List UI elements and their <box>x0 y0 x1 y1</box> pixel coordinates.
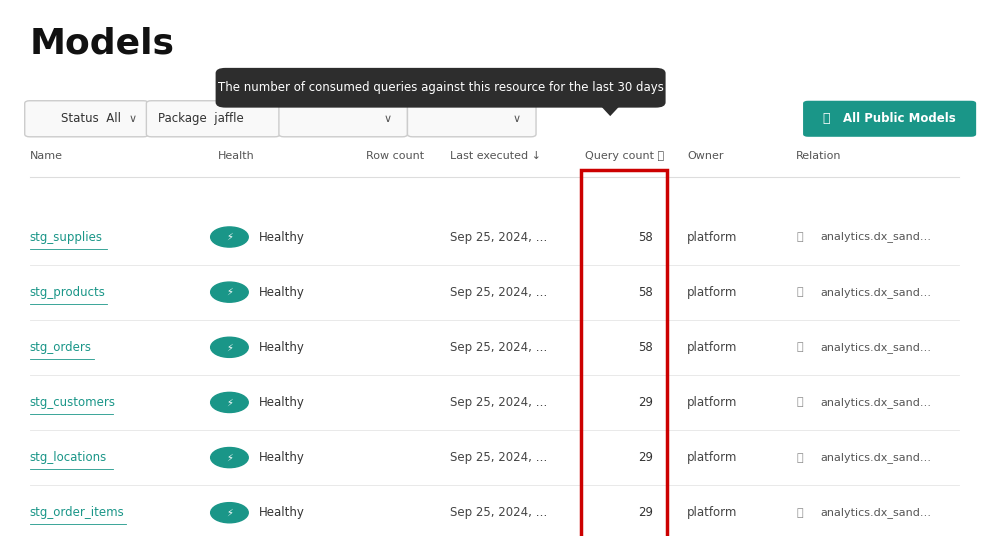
FancyBboxPatch shape <box>25 101 148 137</box>
Text: Sep 25, 2024, …: Sep 25, 2024, … <box>450 286 547 299</box>
Text: platform: platform <box>687 341 738 354</box>
Text: platform: platform <box>687 451 738 464</box>
Circle shape <box>211 282 248 302</box>
Text: Row count: Row count <box>366 151 424 161</box>
Text: platform: platform <box>687 286 738 299</box>
FancyBboxPatch shape <box>216 68 666 108</box>
Text: The number of consumed queries against this resource for the last 30 days: The number of consumed queries against t… <box>218 81 664 94</box>
Text: ⚡: ⚡ <box>226 452 232 463</box>
FancyBboxPatch shape <box>146 101 280 137</box>
Text: stg_locations: stg_locations <box>30 451 107 464</box>
Text: analytics.dx_sand…: analytics.dx_sand… <box>821 287 932 297</box>
Text: Relation: Relation <box>796 151 842 161</box>
Text: Name: Name <box>30 151 62 161</box>
Text: 58: 58 <box>638 341 653 354</box>
Text: Sep 25, 2024, …: Sep 25, 2024, … <box>450 506 547 519</box>
Text: ⚡: ⚡ <box>226 343 232 352</box>
Text: stg_supplies: stg_supplies <box>30 230 103 243</box>
Text: Last executed ↓: Last executed ↓ <box>450 151 541 161</box>
Text: All Public Models: All Public Models <box>843 112 956 125</box>
Circle shape <box>211 448 248 467</box>
FancyBboxPatch shape <box>803 101 976 137</box>
Text: analytics.dx_sand…: analytics.dx_sand… <box>821 452 932 463</box>
Text: Healthy: Healthy <box>259 396 305 409</box>
Text: Models: Models <box>30 26 175 61</box>
Text: Query count ⓘ: Query count ⓘ <box>585 151 665 161</box>
Text: 29: 29 <box>638 451 653 464</box>
Text: stg_customers: stg_customers <box>30 396 116 409</box>
Circle shape <box>211 227 248 247</box>
Text: Sep 25, 2024, …: Sep 25, 2024, … <box>450 341 547 354</box>
Circle shape <box>211 392 248 413</box>
Text: 58: 58 <box>638 230 653 243</box>
Text: 🗎: 🗎 <box>796 232 803 242</box>
Text: Sep 25, 2024, …: Sep 25, 2024, … <box>450 451 547 464</box>
Text: Status  All: Status All <box>61 112 122 125</box>
Text: ⚡: ⚡ <box>226 508 232 518</box>
Text: Healthy: Healthy <box>259 230 305 243</box>
Text: stg_products: stg_products <box>30 286 106 299</box>
Circle shape <box>211 503 248 523</box>
Text: Sep 25, 2024, …: Sep 25, 2024, … <box>450 396 547 409</box>
Text: 🗎: 🗎 <box>796 287 803 297</box>
Polygon shape <box>597 102 623 116</box>
Text: ⌕: ⌕ <box>822 112 830 125</box>
Text: stg_orders: stg_orders <box>30 341 92 354</box>
Text: analytics.dx_sand…: analytics.dx_sand… <box>821 342 932 353</box>
Text: Healthy: Healthy <box>259 341 305 354</box>
Text: platform: platform <box>687 396 738 409</box>
Text: analytics.dx_sand…: analytics.dx_sand… <box>821 507 932 518</box>
Bar <box>581 170 667 536</box>
Text: 🗎: 🗎 <box>796 508 803 518</box>
Text: Owner: Owner <box>687 151 724 161</box>
Text: platform: platform <box>687 506 738 519</box>
Text: 58: 58 <box>638 286 653 299</box>
Text: ⚡: ⚡ <box>226 232 232 242</box>
FancyBboxPatch shape <box>407 101 536 137</box>
Circle shape <box>211 337 248 358</box>
Text: 🗎: 🗎 <box>796 343 803 352</box>
Text: 29: 29 <box>638 506 653 519</box>
Text: ∨: ∨ <box>512 114 520 124</box>
Text: 🗎: 🗎 <box>796 452 803 463</box>
Text: ⚡: ⚡ <box>226 287 232 297</box>
Text: Healthy: Healthy <box>259 286 305 299</box>
Text: analytics.dx_sand…: analytics.dx_sand… <box>821 232 932 242</box>
Text: Health: Health <box>218 151 254 161</box>
Text: ∨: ∨ <box>384 114 392 124</box>
Text: platform: platform <box>687 230 738 243</box>
Text: stg_order_items: stg_order_items <box>30 506 125 519</box>
Text: ∨: ∨ <box>129 114 136 124</box>
Text: 29: 29 <box>638 396 653 409</box>
Text: Package  jaffle: Package jaffle <box>158 112 244 125</box>
Text: ⚡: ⚡ <box>226 397 232 407</box>
Text: Sep 25, 2024, …: Sep 25, 2024, … <box>450 230 547 243</box>
Text: Healthy: Healthy <box>259 506 305 519</box>
Text: Healthy: Healthy <box>259 451 305 464</box>
Text: analytics.dx_sand…: analytics.dx_sand… <box>821 397 932 408</box>
FancyBboxPatch shape <box>279 101 407 137</box>
Text: 🗎: 🗎 <box>796 397 803 407</box>
